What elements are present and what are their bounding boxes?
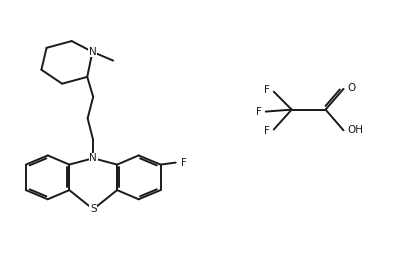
Text: F: F (264, 85, 270, 95)
Text: OH: OH (348, 125, 364, 135)
Text: F: F (181, 158, 187, 168)
Text: F: F (256, 106, 262, 117)
Text: F: F (264, 126, 270, 136)
Text: O: O (348, 83, 356, 93)
Text: N: N (89, 47, 96, 57)
Text: S: S (90, 204, 97, 214)
Text: N: N (89, 153, 97, 163)
